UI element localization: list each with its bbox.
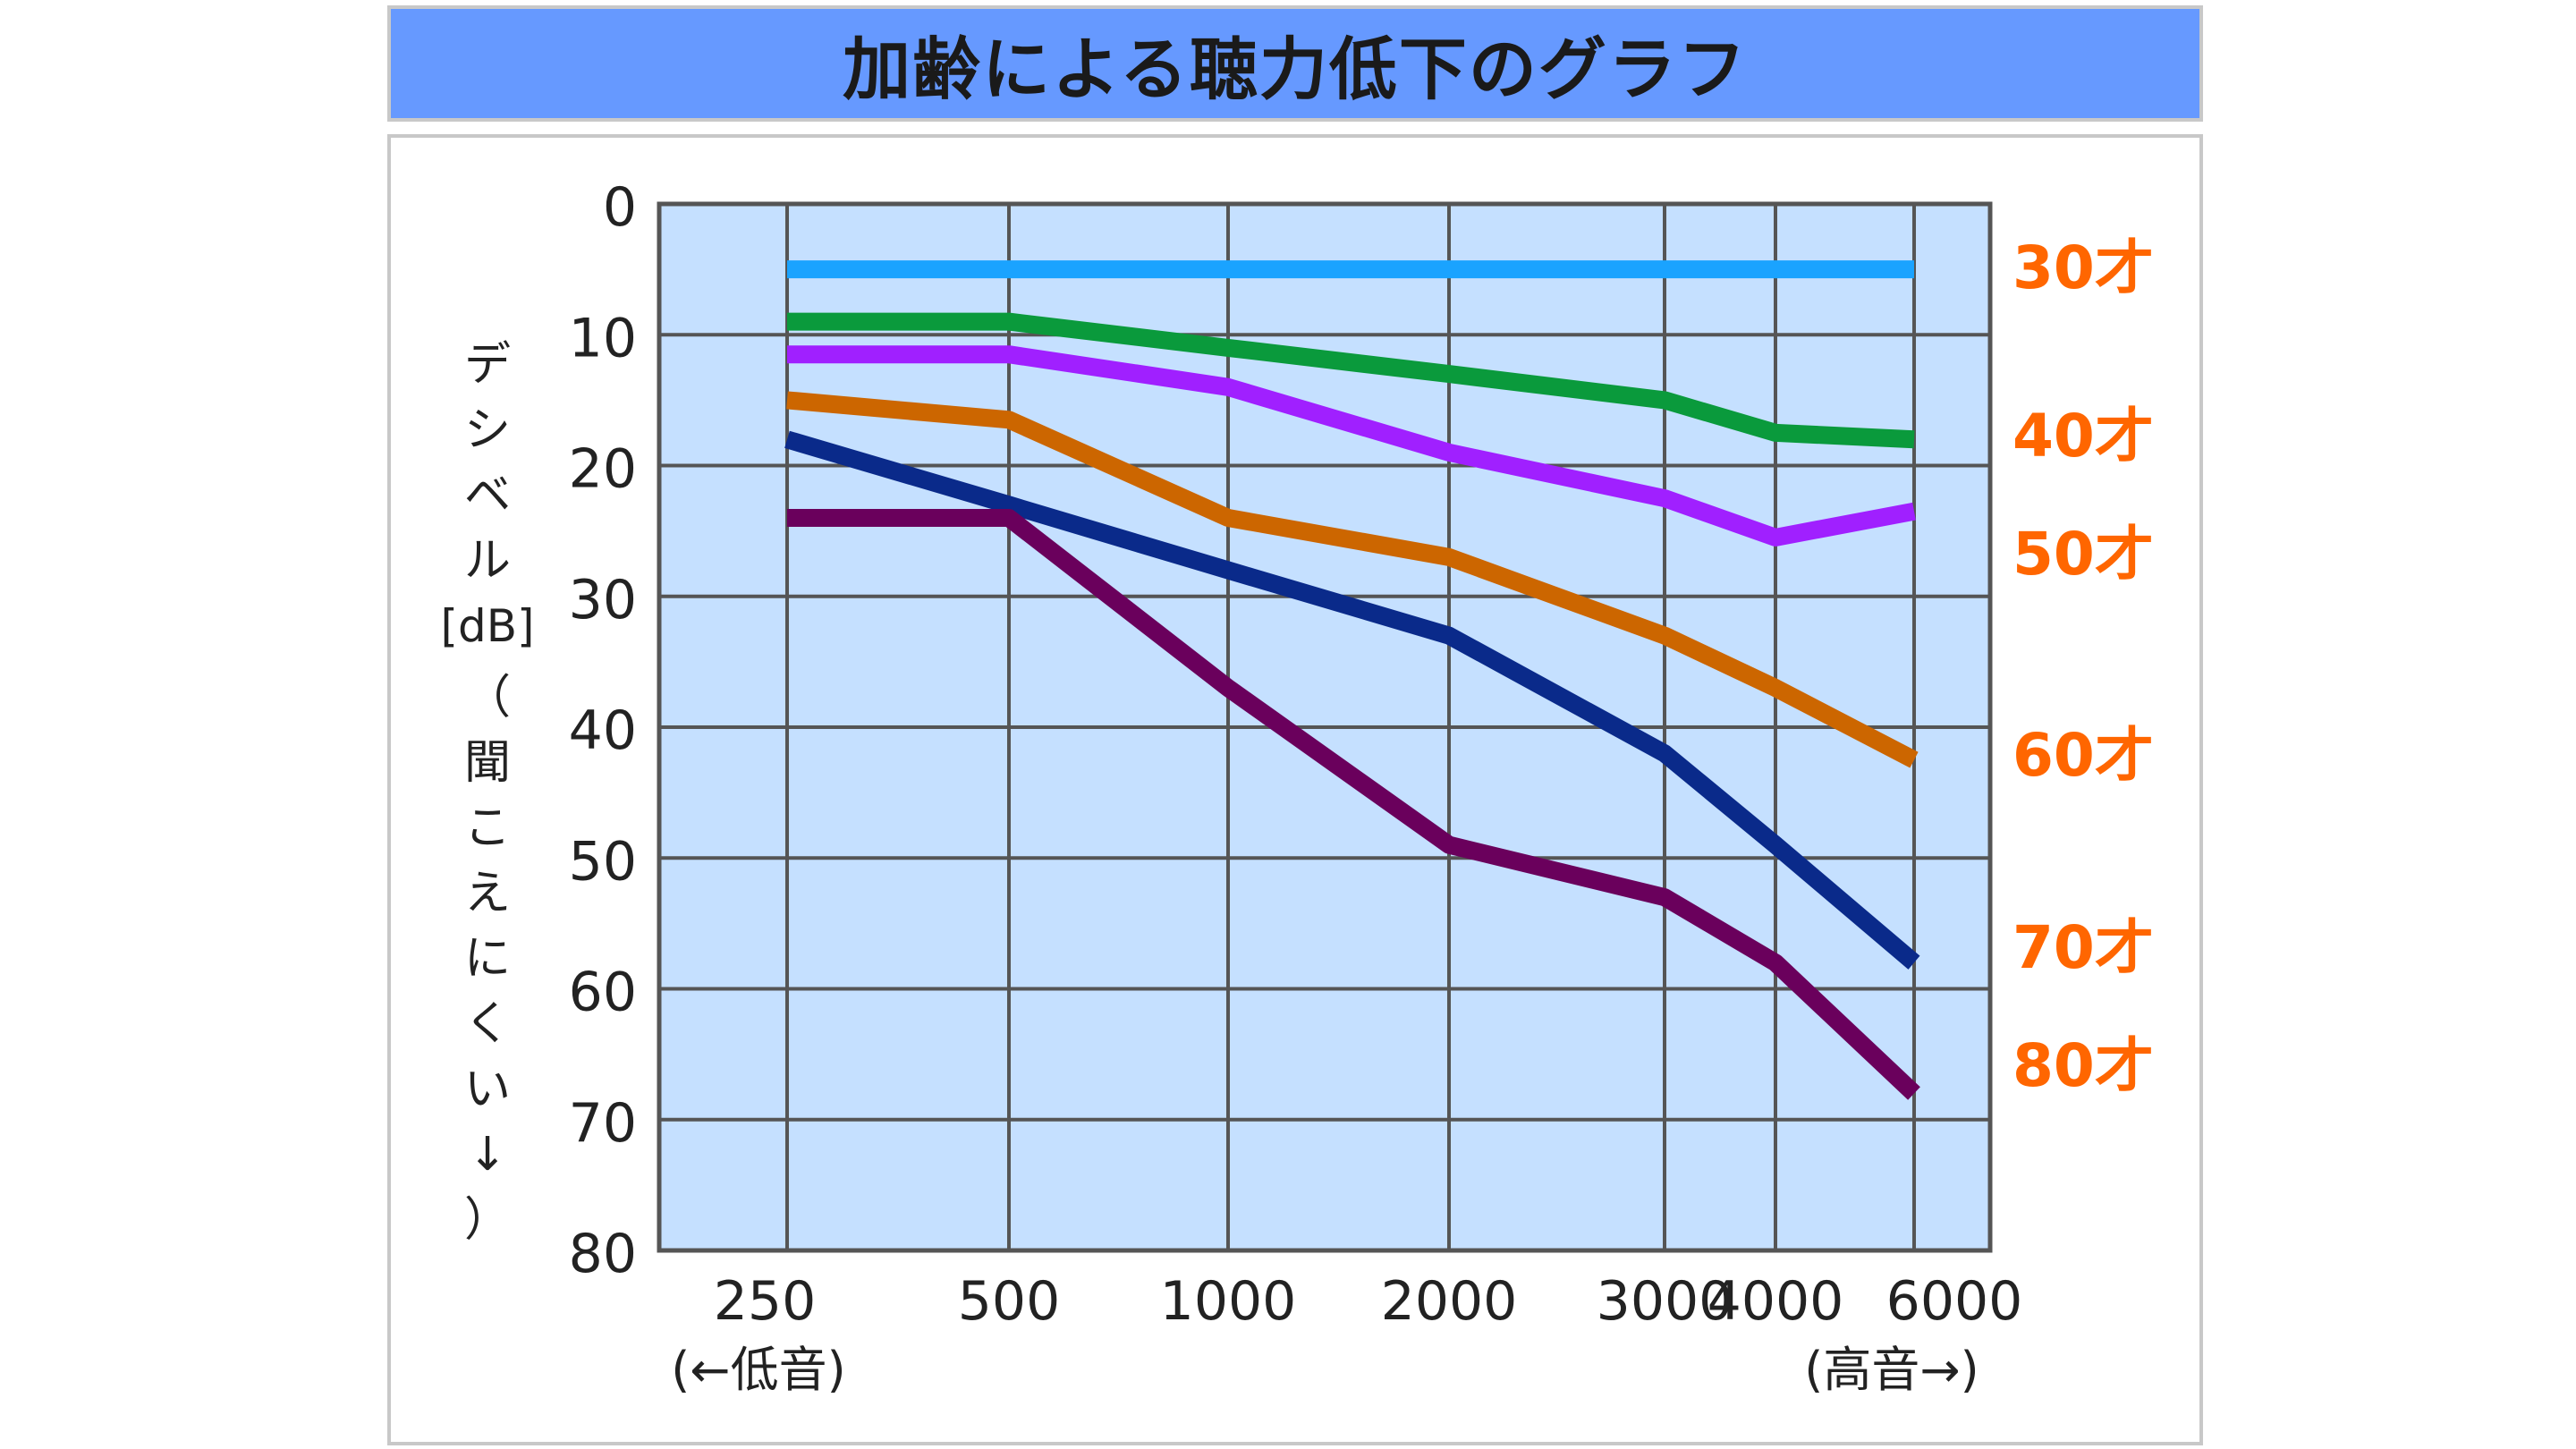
- x-tick-label: 500: [958, 1270, 1061, 1333]
- x-tick-label: 3000: [1597, 1270, 1733, 1333]
- x-tick-label: 1000: [1160, 1270, 1297, 1333]
- y-tick-label: 40: [569, 699, 637, 762]
- y-axis-label-char: い: [464, 1063, 511, 1116]
- y-tick-label: 20: [569, 438, 637, 501]
- y-axis-label-char: ）: [464, 1193, 511, 1247]
- y-axis-label-char: え: [464, 867, 511, 920]
- legend-label: 60才: [2012, 721, 2154, 790]
- y-tick-label: 10: [569, 307, 637, 369]
- page-title: 加齢による聴力低下のグラフ: [843, 30, 1748, 109]
- legend-label: 80才: [2012, 1031, 2154, 1100]
- x-tick-label: 6000: [1886, 1270, 2023, 1333]
- y-axis-label-char: に: [464, 932, 511, 986]
- plot-border: [657, 201, 1993, 1253]
- x-sub-label-low: (←低音): [671, 1342, 845, 1398]
- y-tick-label: 80: [569, 1223, 637, 1285]
- x-sub-label-high: (高音→): [1804, 1342, 1979, 1398]
- y-axis-label-char: 聞: [464, 736, 511, 790]
- legend-label: 40才: [2012, 402, 2154, 470]
- y-tick-label: 30: [569, 569, 637, 631]
- y-axis-label-char: ↓: [468, 1128, 507, 1182]
- x-tick-label: 4000: [1707, 1270, 1844, 1333]
- series-line-40才: [787, 312, 1915, 449]
- y-axis-label-char: [dB]: [440, 600, 534, 652]
- y-axis-label-char: ベ: [464, 469, 511, 522]
- x-tick-label: 2000: [1381, 1270, 1518, 1333]
- legend-label: 50才: [2012, 520, 2154, 589]
- series-line-80才: [787, 509, 1920, 1100]
- series-line-60才: [786, 391, 1919, 768]
- y-tick-label: 0: [603, 176, 637, 239]
- y-tick-label: 60: [569, 962, 637, 1024]
- y-tick-label: 70: [569, 1092, 637, 1155]
- y-axis-label-char: シ: [464, 403, 511, 457]
- y-axis-label-char: デ: [464, 338, 511, 392]
- legend-label: 70才: [2012, 913, 2154, 982]
- series-line-50才: [787, 345, 1916, 547]
- title-bar: 加齢による聴力低下のグラフ: [387, 5, 2203, 122]
- y-axis-label-char: （: [464, 671, 511, 724]
- y-tick-label: 50: [569, 830, 637, 893]
- legend-label: 30才: [2012, 233, 2154, 302]
- x-tick-label: 250: [714, 1270, 817, 1333]
- y-axis-label-char: こ: [464, 801, 511, 855]
- y-axis-label-char: く: [464, 997, 511, 1051]
- series-line-70才: [784, 430, 1920, 970]
- y-axis-label-char: ル: [464, 534, 511, 588]
